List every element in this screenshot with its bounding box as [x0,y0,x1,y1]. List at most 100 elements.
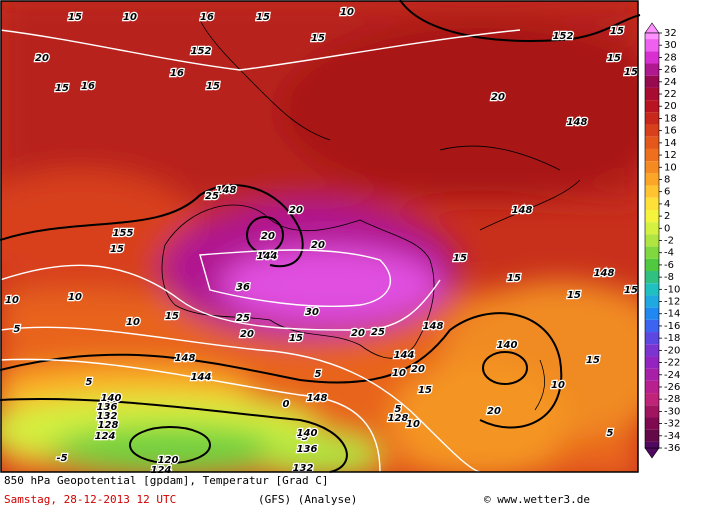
contour-label: 25 [236,313,250,324]
colorbar-label: 20 [664,101,677,112]
temperature-field [1,1,638,472]
colorbar-swatch [645,307,659,320]
contour-label: 144 [191,372,212,383]
colorbar-swatch [645,63,659,76]
footer-date: Samstag, 28-12-2013 12 UTC [4,493,176,506]
contour-label: 5 [395,404,402,415]
contour-label: 10 [123,12,137,23]
contour-label: 15 [567,290,581,301]
colorbar-label: -34 [664,431,680,442]
colorbar-swatch [645,222,659,235]
colorbar-swatch [645,112,659,125]
contour-label: 140 [297,428,318,439]
colorbar-swatch [645,344,659,357]
contour-label: 15 [507,273,521,284]
contour-label: 15 [68,12,82,23]
contour-label: 148 [175,353,196,364]
colorbar-label: 24 [664,77,677,88]
contour-label: 15 [624,285,638,296]
contour-label: 10 [126,317,140,328]
contour-label: 15 [586,355,600,366]
contour-label: -5 [297,432,308,443]
contour-label: 20 [487,406,501,417]
contour-label: 140 [101,393,122,404]
contour-label: 5 [607,428,614,439]
contour-label: 20 [261,231,275,242]
colorbar-bottom [644,447,660,459]
contour-label: 148 [567,117,588,128]
contour-label: 128 [388,413,409,424]
contour-label: 144 [257,251,278,262]
colorbar-label: 30 [664,40,677,51]
contour-label: 10 [5,295,19,306]
contour-label: 20 [411,364,425,375]
contour-label: 5 [86,377,93,388]
contour-label: 15 [311,33,325,44]
colorbar-label: 4 [664,199,670,210]
contour-label: 10 [68,292,82,303]
colorbar-swatch [645,368,659,381]
contour-label: 124 [95,431,116,442]
temperature-contours [0,29,521,473]
colorbar-label: -12 [664,297,680,308]
colorbar-label: 28 [664,52,677,63]
contour-label: 16 [81,81,95,92]
contour-label: 15 [607,53,621,64]
colorbar-label: 2 [664,211,670,222]
colorbar-label: -14 [664,309,680,320]
contour-label: 5 [315,369,322,380]
colorbar-swatch [645,234,659,247]
contour-label: 20 [351,328,365,339]
colorbar-label: 22 [664,89,677,100]
colorbar-label: 6 [664,187,670,198]
colorbar-swatch [645,380,659,394]
contour-label: 20 [289,205,303,216]
contour-label: 15 [289,333,303,344]
colorbar-label: -18 [664,333,680,344]
colorbar-swatch [645,295,659,308]
colorbar-label: -30 [664,406,680,417]
contour-label: 15 [418,385,432,396]
colorbar-label: 26 [664,65,677,76]
contour-label: 148 [307,393,328,404]
contour-label: 10 [392,368,406,379]
contour-label: 148 [512,205,533,216]
colorbar-frame [644,32,660,449]
colorbar-swatch [645,39,659,52]
colorbar-label: -16 [664,321,680,332]
footer-credit: © www.wetter3.de [484,493,590,506]
colorbar-label: -6 [664,260,674,271]
colorbar-label: 0 [664,223,670,234]
contour-label: 144 [394,350,415,361]
colorbar-label: 16 [664,126,677,137]
colorbar-label: 14 [664,138,677,149]
contour-label: 16 [200,12,214,23]
colorbar-swatch [645,209,659,223]
contour-label: 136 [297,444,318,455]
contour-label: 20 [35,53,49,64]
contour-label: 25 [205,191,219,202]
colorbar-swatch [645,393,659,406]
contour-label: 148 [216,185,237,196]
footer-model: (GFS) (Analyse) [258,493,357,506]
contour-label: 25 [371,327,385,338]
contour-label: 15 [256,12,270,23]
colorbar-swatch [645,33,659,40]
colorbar-swatch [645,136,659,149]
colorbar-label: -24 [664,370,680,381]
contour-label: 120 [158,455,179,466]
colorbar-label: 32 [664,28,677,39]
contour-label: 20 [491,92,505,103]
contour-label: 152 [553,31,574,42]
contour-label: 20 [240,329,254,340]
contour-label: -5 [56,453,67,464]
colorbar-swatch [645,283,659,296]
colorbar-swatch [645,258,659,272]
colorbar-label: 8 [664,174,670,185]
colorbar-label: -22 [664,358,680,369]
contour-label: 152 [191,46,212,57]
contour-label: 140 [497,340,518,351]
colorbar-swatch [645,197,659,210]
colorbar-swatch [645,173,659,186]
